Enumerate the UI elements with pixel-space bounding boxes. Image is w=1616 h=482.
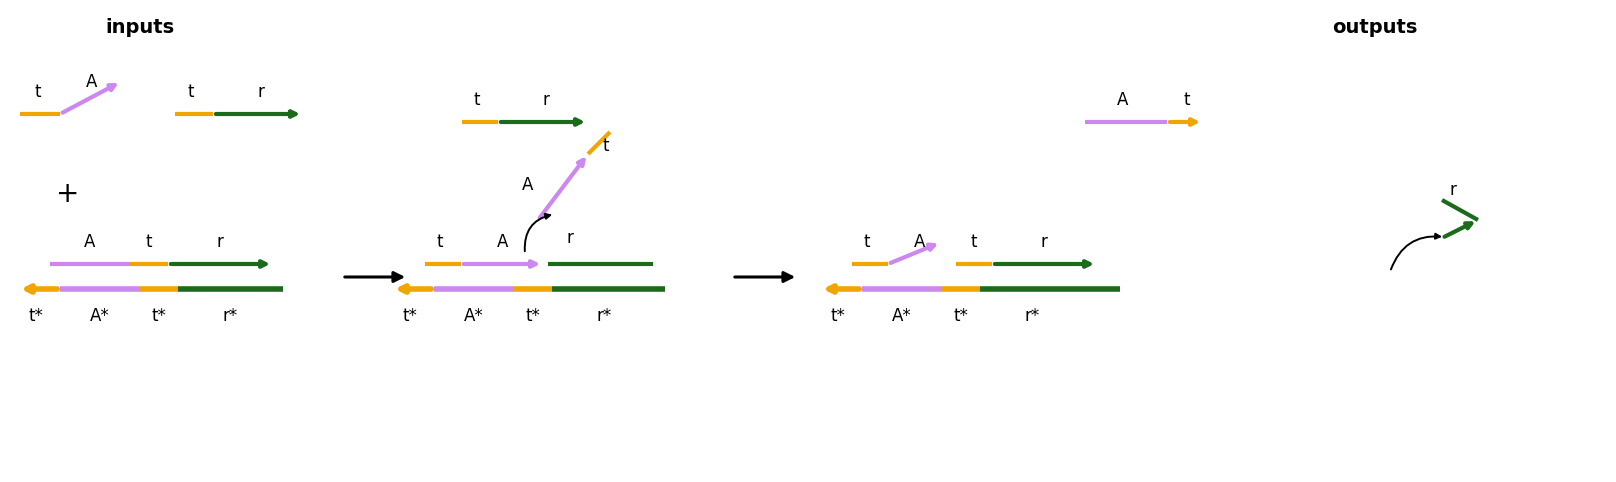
- Text: r: r: [1450, 181, 1456, 199]
- Text: t: t: [436, 233, 443, 251]
- Text: t: t: [603, 137, 609, 155]
- Text: t: t: [863, 233, 871, 251]
- Text: A: A: [498, 233, 509, 251]
- Text: r: r: [567, 229, 574, 247]
- Text: inputs: inputs: [105, 17, 175, 37]
- Text: t*: t*: [29, 307, 44, 325]
- Text: t: t: [971, 233, 978, 251]
- Text: t: t: [36, 83, 42, 101]
- Text: outputs: outputs: [1332, 17, 1417, 37]
- Text: A: A: [522, 176, 533, 194]
- Text: r: r: [1041, 233, 1047, 251]
- Text: A: A: [86, 73, 97, 91]
- Text: A: A: [84, 233, 95, 251]
- Text: r: r: [543, 91, 549, 109]
- Text: r*: r*: [223, 307, 238, 325]
- Text: t: t: [473, 91, 480, 109]
- Text: r: r: [217, 233, 223, 251]
- Text: t*: t*: [831, 307, 845, 325]
- Text: A*: A*: [90, 307, 110, 325]
- Text: +: +: [57, 180, 79, 208]
- Text: t*: t*: [525, 307, 540, 325]
- Text: A*: A*: [464, 307, 483, 325]
- Text: A: A: [915, 233, 926, 251]
- Text: t: t: [187, 83, 194, 101]
- Text: t*: t*: [152, 307, 166, 325]
- Text: r*: r*: [1025, 307, 1039, 325]
- Text: t: t: [145, 233, 152, 251]
- Text: t: t: [1185, 91, 1191, 109]
- Text: A*: A*: [892, 307, 911, 325]
- Text: r: r: [257, 83, 265, 101]
- Text: A: A: [1117, 91, 1128, 109]
- Text: r*: r*: [596, 307, 611, 325]
- Text: t*: t*: [953, 307, 968, 325]
- Text: t*: t*: [402, 307, 417, 325]
